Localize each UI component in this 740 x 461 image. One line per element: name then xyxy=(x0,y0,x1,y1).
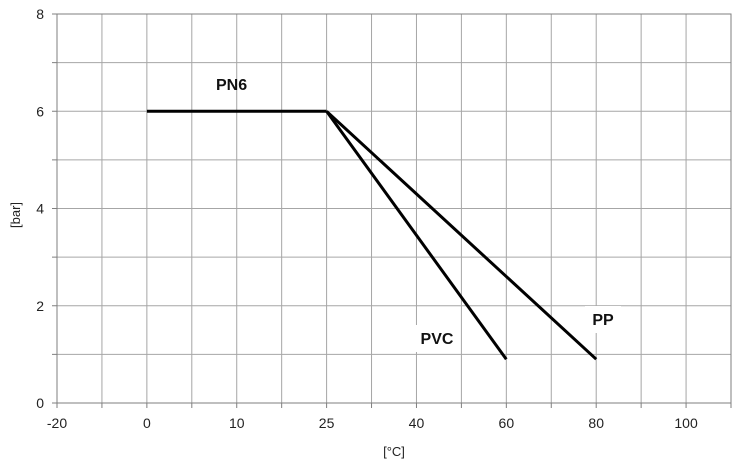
x-tick-label: 25 xyxy=(319,415,335,431)
series-label-background xyxy=(585,306,621,333)
x-tick-label: 40 xyxy=(409,415,425,431)
series-lines xyxy=(146,109,598,361)
y-axis-label: [bar] xyxy=(8,202,23,228)
x-tick-labels: -20 0 10 25 40 60 80 100 xyxy=(47,415,698,431)
x-tick-label: 80 xyxy=(588,415,604,431)
series-line-pp xyxy=(325,110,598,361)
axes xyxy=(52,13,732,408)
y-tick-label: 0 xyxy=(36,395,44,411)
series-line-pvc xyxy=(325,110,508,361)
series-label-pvc: PVC xyxy=(421,331,454,348)
series-label-background xyxy=(413,325,461,352)
y-tick-label: 2 xyxy=(36,298,44,314)
grid-lines xyxy=(57,14,731,403)
series-label-pp: PP xyxy=(592,312,614,329)
x-tick-label: -20 xyxy=(47,415,67,431)
y-tick-label: 6 xyxy=(36,103,44,119)
series-labels: PN6 PVC PP xyxy=(216,77,621,352)
y-tick-label: 8 xyxy=(36,6,44,22)
x-tick-label: 0 xyxy=(143,415,151,431)
x-tick-label: 10 xyxy=(229,415,245,431)
x-tick-label: 100 xyxy=(674,415,698,431)
y-tick-labels: 0 2 4 6 8 xyxy=(36,6,44,411)
series-label-pn6: PN6 xyxy=(216,77,247,94)
y-tick-label: 4 xyxy=(36,201,44,217)
x-tick-label: 60 xyxy=(499,415,515,431)
x-axis-label: [°C] xyxy=(383,444,405,459)
